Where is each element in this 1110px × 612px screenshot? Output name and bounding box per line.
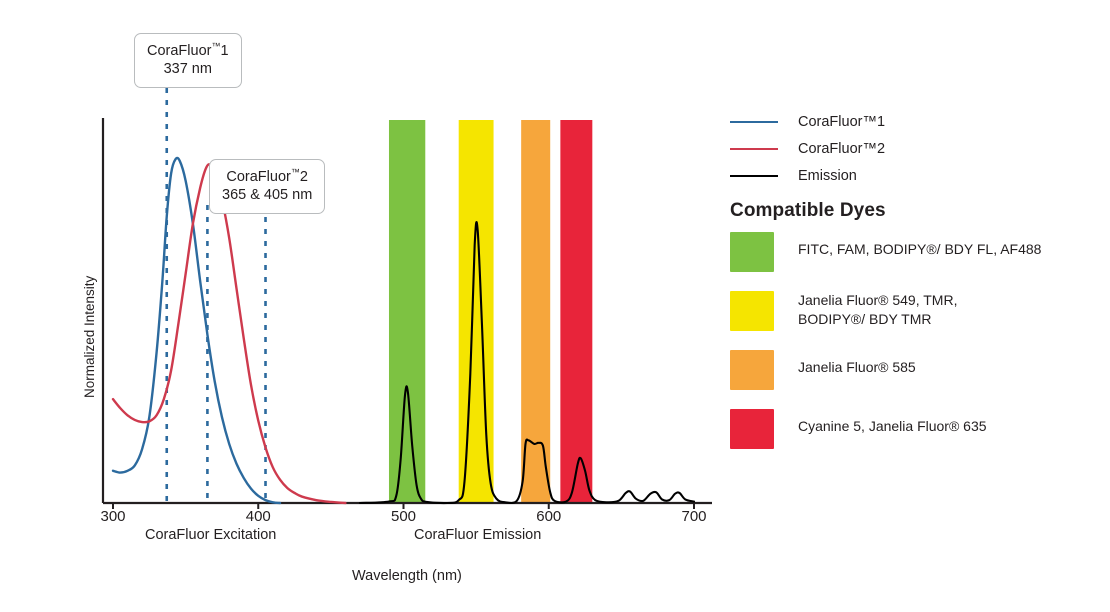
legend-item-0[interactable]: CoraFluor™1 [730, 108, 1090, 135]
trademark-symbol: ™ [211, 41, 221, 51]
dye-color-chip [730, 232, 774, 272]
dye-item-2[interactable]: Janelia Fluor® 585 [730, 350, 1100, 390]
dye-item-0[interactable]: FITC, FAM, BODIPY®/ BDY FL, AF488 [730, 232, 1100, 272]
axis-section-emission: CoraFluor Emission [414, 527, 542, 543]
callout-corafluor2: CoraFluor™2 365 & 405 nm [209, 159, 326, 214]
series-curve-excitation [111, 156, 282, 505]
dye-color-chip [730, 350, 774, 390]
legend-panel: CoraFluor™1 CoraFluor™2 Emission Compatibl… [730, 0, 1110, 612]
legend-line-swatch [730, 174, 778, 177]
compatible-dyes-title: Compatible Dyes [730, 200, 886, 221]
series-curve-excitation [111, 163, 347, 505]
callout-corafluor1: CoraFluor™1 337 nm [134, 33, 242, 88]
legend-line-swatch [730, 120, 778, 123]
callout-2-line1: CoraFluor™2 [226, 167, 308, 185]
x-tick-600: 600 [536, 508, 562, 525]
green-band [388, 120, 426, 503]
dye-item-1[interactable]: Janelia Fluor® 549, TMR, BODIPY®/ BDY TM… [730, 291, 1100, 331]
x-tick-500: 500 [390, 508, 417, 525]
dye-item-label: Janelia Fluor® 585 [798, 359, 916, 375]
legend-line-swatch [730, 147, 778, 150]
compatible-dyes-list: FITC, FAM, BODIPY®/ BDY FL, AF488 Janelia… [730, 232, 1100, 468]
legend-item-2[interactable]: Emission [730, 162, 1090, 189]
spectra-chart: CoraFluor™1 337 nm CoraFluor™2 365 & 405… [82, 33, 712, 584]
y-axis-label: Normalized Intensity [82, 275, 97, 398]
dye-item-3[interactable]: Cyanine 5, Janelia Fluor® 635 [730, 409, 1100, 449]
dye-item-label: Janelia Fluor® 549, TMR, BODIPY®/ BDY TM… [798, 292, 958, 328]
dye-item-label: FITC, FAM, BODIPY®/ BDY FL, AF488 [798, 241, 1042, 257]
callout-2-line2: 365 & 405 nm [222, 187, 313, 204]
x-tick-300: 300 [100, 508, 126, 525]
x-tick-700: 700 [681, 508, 707, 525]
yellow-band [458, 120, 494, 503]
plot-canvas [101, 88, 712, 509]
callout-1-line1: CoraFluor™1 [147, 41, 229, 59]
dye-item-label: Cyanine 5, Janelia Fluor® 635 [798, 418, 987, 434]
dye-color-chip [730, 291, 774, 331]
axis-section-excitation: CoraFluor Excitation [145, 527, 277, 543]
red-band [560, 120, 593, 503]
trademark-symbol: ™ [290, 167, 300, 177]
series-curve-emission [358, 220, 696, 505]
dye-color-chip [730, 409, 774, 449]
series-legend: CoraFluor™1 CoraFluor™2 Emission [730, 108, 1090, 189]
x-tick-400: 400 [245, 508, 271, 525]
callout-1-line2: 337 nm [163, 61, 212, 78]
legend-item-label: CoraFluor™1 [798, 113, 886, 130]
legend-item-label: CoraFluor™2 [798, 140, 886, 157]
x-axis-title: Wavelength (nm) [352, 568, 462, 584]
legend-item-label: Emission [798, 167, 857, 184]
legend-item-1[interactable]: CoraFluor™2 [730, 135, 1090, 162]
